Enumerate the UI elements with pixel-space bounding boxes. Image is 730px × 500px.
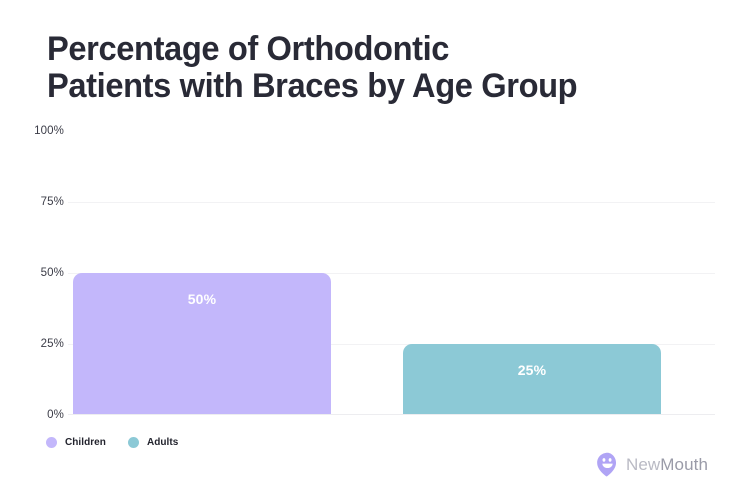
legend-item-children[interactable]: Children [46, 437, 106, 448]
bar-value-adults: 25% [517, 362, 547, 378]
y-tick-0: 0% [47, 409, 64, 421]
bar-children[interactable]: 50% [73, 273, 331, 415]
bar-value-children: 50% [187, 291, 217, 307]
brand-name: NewMouth [626, 455, 708, 475]
legend-label-children: Children [65, 437, 106, 448]
legend-swatch-adults [127, 437, 139, 448]
chart-title: Percentage of Orthodontic Patients with … [47, 30, 578, 105]
brand-name-second: Mouth [660, 454, 708, 474]
legend-item-adults[interactable]: Adults [127, 437, 179, 448]
brand-name-first: New [625, 454, 661, 474]
brand-logo: NewMouth [596, 452, 708, 477]
plot-area: 100% 75% 50% 25% 0% 50% 25% [0, 125, 730, 421]
legend-label-adults: Adults [146, 437, 179, 448]
chart-legend: Children Adults [46, 437, 178, 448]
x-axis-baseline [68, 414, 715, 415]
map-pin-smiley-icon [597, 452, 616, 477]
y-tick-50: 50% [40, 267, 64, 279]
y-tick-25: 25% [40, 338, 64, 350]
bar-series: 50% 25% [0, 131, 730, 415]
y-tick-100: 100% [34, 125, 64, 137]
bar-adults[interactable]: 25% [403, 344, 661, 415]
y-tick-75: 75% [40, 196, 64, 208]
legend-swatch-children [46, 437, 57, 448]
y-axis-ticks: 100% 75% 50% 25% 0% [0, 125, 64, 421]
